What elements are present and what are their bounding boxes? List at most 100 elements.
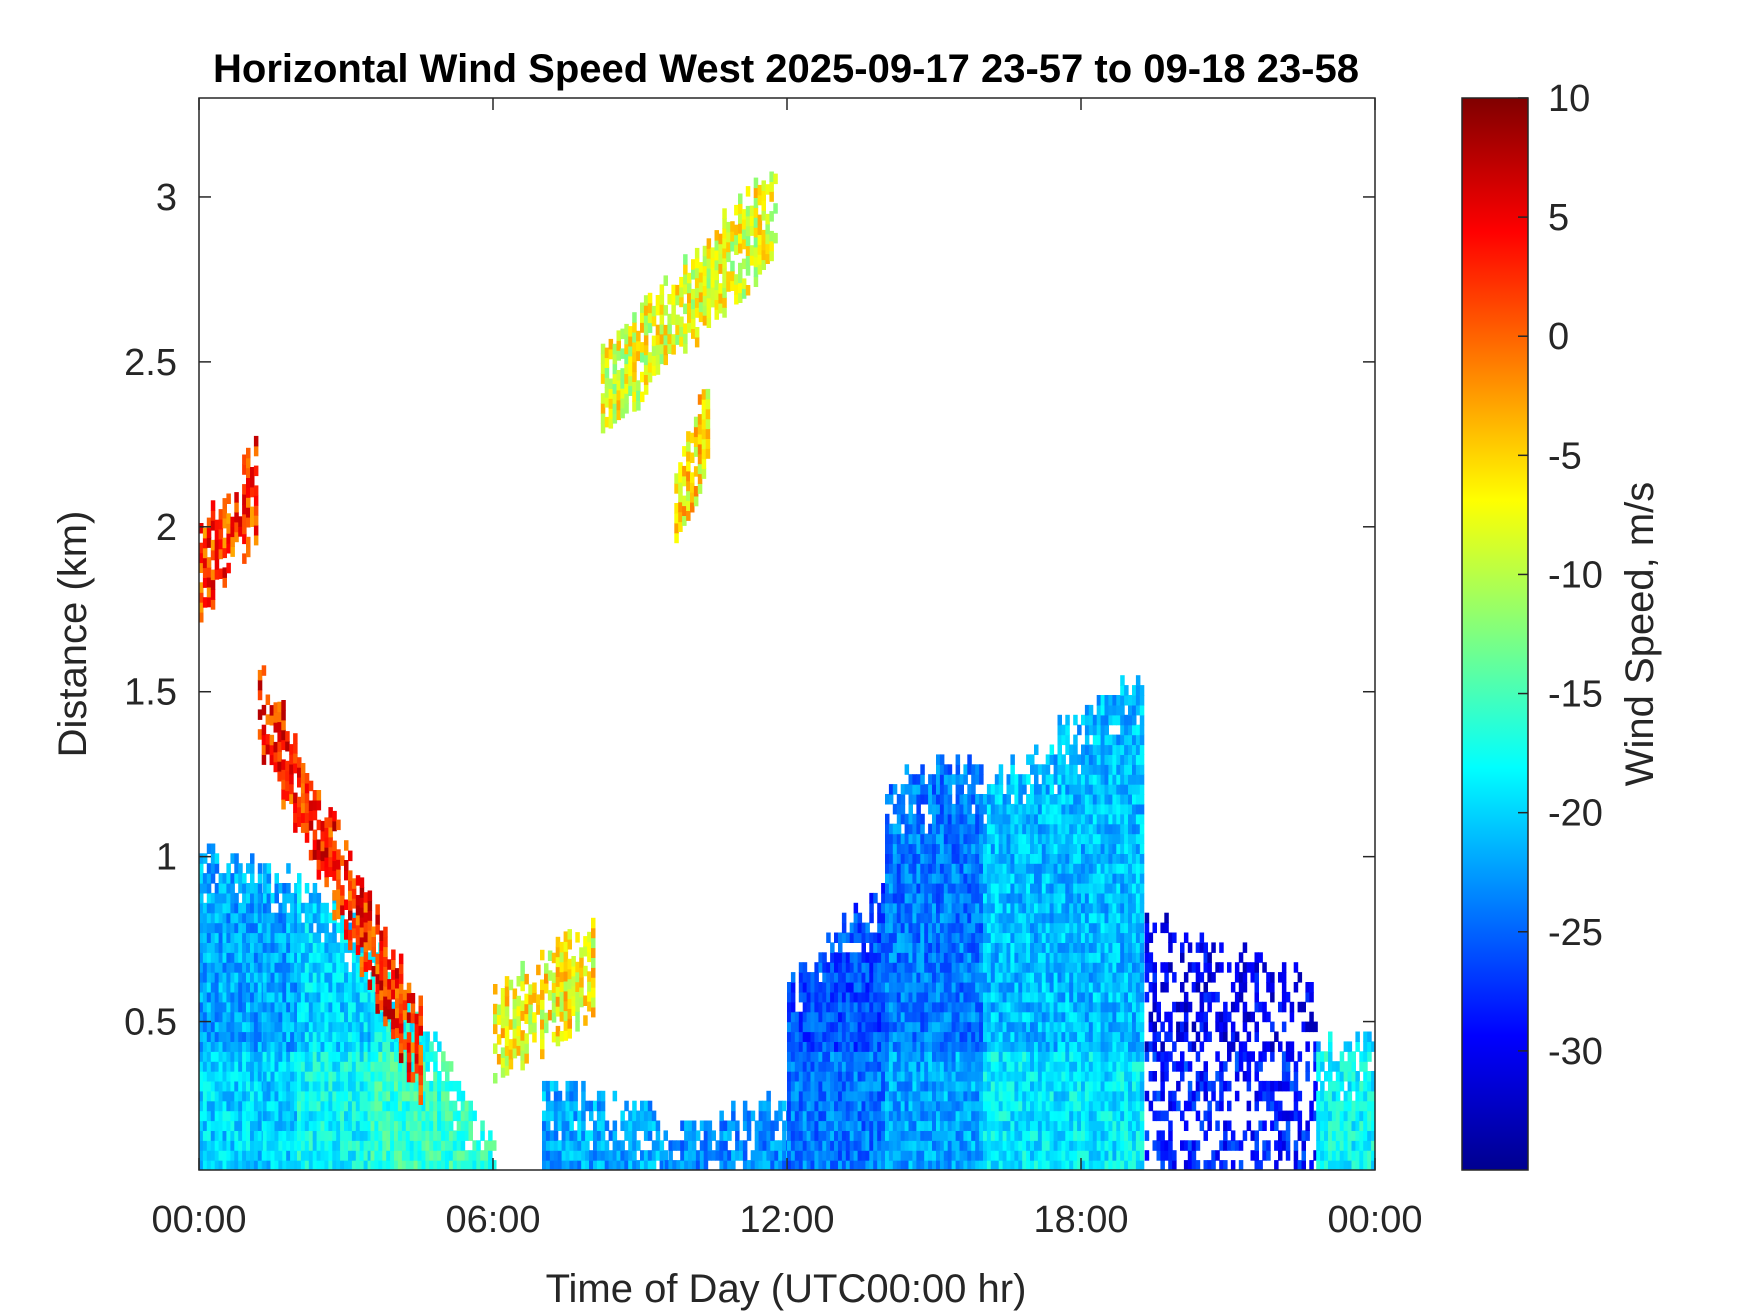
heatmap-cell bbox=[282, 1120, 287, 1131]
heatmap-cell bbox=[234, 873, 239, 884]
heatmap-cell bbox=[1053, 912, 1059, 924]
heatmap-cell bbox=[994, 922, 1000, 934]
heatmap-cell bbox=[1096, 873, 1102, 884]
heatmap-cell bbox=[367, 1100, 373, 1112]
heatmap-cell bbox=[573, 1110, 578, 1122]
heatmap-cell bbox=[370, 1100, 375, 1112]
heatmap-cell bbox=[294, 1110, 299, 1122]
heatmap-cell bbox=[963, 1071, 968, 1082]
heatmap-cell bbox=[790, 1100, 796, 1112]
heatmap-cell bbox=[838, 1120, 843, 1131]
heatmap-cell bbox=[904, 1021, 910, 1033]
heatmap-cell bbox=[986, 1011, 992, 1023]
heatmap-cell bbox=[1053, 883, 1059, 894]
heatmap-cell bbox=[1018, 1140, 1023, 1151]
heatmap-cell bbox=[266, 932, 272, 943]
heatmap-cell bbox=[975, 1110, 980, 1122]
heatmap-cell bbox=[990, 1090, 996, 1102]
heatmap-cell bbox=[774, 1120, 779, 1131]
heatmap-cell bbox=[939, 1100, 945, 1112]
heatmap-cell bbox=[916, 813, 921, 825]
heatmap-cell bbox=[226, 972, 231, 983]
heatmap-cell bbox=[286, 972, 291, 983]
heatmap-cell bbox=[998, 1150, 1004, 1161]
heatmap-cell bbox=[1084, 982, 1090, 993]
heatmap-cell bbox=[581, 1090, 586, 1102]
heatmap-cell bbox=[1002, 912, 1008, 924]
heatmap-cell bbox=[1104, 1150, 1109, 1161]
heatmap-cell bbox=[1069, 1120, 1074, 1131]
heatmap-cell bbox=[300, 982, 306, 993]
heatmap-cell bbox=[355, 1021, 361, 1033]
heatmap-cell bbox=[577, 1130, 582, 1141]
heatmap-cell bbox=[841, 1041, 847, 1052]
heatmap-cell bbox=[849, 1160, 855, 1170]
heatmap-cell bbox=[246, 991, 251, 1003]
heatmap-cell bbox=[1014, 972, 1019, 983]
heatmap-cell bbox=[363, 1110, 369, 1122]
heatmap-cell bbox=[1104, 784, 1109, 795]
heatmap-cell bbox=[257, 972, 263, 983]
heatmap-cell bbox=[822, 952, 827, 963]
heatmap-cell bbox=[290, 1001, 295, 1013]
heatmap-cell bbox=[1108, 972, 1113, 983]
heatmap-cell bbox=[238, 1150, 243, 1161]
heatmap-cell bbox=[230, 873, 235, 884]
heatmap-cell bbox=[798, 972, 804, 983]
heatmap-cell bbox=[1096, 892, 1102, 904]
heatmap-cell bbox=[707, 1140, 713, 1151]
heatmap-cell bbox=[963, 1100, 968, 1112]
heatmap-cell bbox=[1108, 892, 1113, 904]
heatmap-cell bbox=[386, 1130, 391, 1141]
heatmap-cell bbox=[297, 1021, 302, 1033]
heatmap-cell bbox=[363, 1071, 369, 1082]
heatmap-cell bbox=[270, 1130, 275, 1141]
heatmap-cell bbox=[433, 1071, 438, 1082]
heatmap-cell bbox=[869, 1011, 874, 1023]
heatmap-cell bbox=[316, 962, 322, 973]
heatmap-cell bbox=[1077, 1120, 1082, 1131]
heatmap-cell bbox=[920, 912, 925, 924]
heatmap-cell bbox=[1010, 912, 1015, 924]
heatmap-cell bbox=[1041, 1041, 1047, 1052]
heatmap-cell bbox=[1112, 972, 1117, 983]
heatmap-cell bbox=[975, 1120, 980, 1131]
heatmap-cell bbox=[336, 942, 341, 953]
heatmap-cell bbox=[297, 972, 302, 983]
heatmap-cell bbox=[787, 1021, 792, 1033]
heatmap-cell bbox=[1069, 1150, 1074, 1161]
heatmap-cell bbox=[222, 982, 227, 993]
heatmap-cell bbox=[324, 1160, 329, 1170]
heatmap-cell bbox=[278, 1061, 283, 1072]
heatmap-cell bbox=[266, 922, 272, 934]
heatmap-cell bbox=[877, 1080, 882, 1092]
heatmap-cell bbox=[1045, 902, 1051, 914]
heatmap-cell bbox=[1022, 1001, 1027, 1013]
heatmap-cell bbox=[553, 1160, 559, 1170]
heatmap-cell bbox=[230, 1130, 235, 1141]
heatmap-cell bbox=[230, 1140, 235, 1151]
heatmap-cell bbox=[234, 1071, 239, 1082]
heatmap-cell bbox=[959, 1110, 964, 1122]
heatmap-cell bbox=[1037, 764, 1043, 775]
heatmap-cell bbox=[865, 972, 870, 983]
heatmap-cell bbox=[405, 1120, 411, 1131]
heatmap-cell bbox=[928, 1140, 933, 1151]
heatmap-cell bbox=[202, 942, 208, 953]
heatmap-cell bbox=[282, 942, 287, 953]
heatmap-cell bbox=[1108, 912, 1113, 924]
heatmap-cell bbox=[892, 1031, 898, 1042]
heatmap-cell bbox=[1065, 1120, 1070, 1131]
heatmap-cell bbox=[998, 1021, 1004, 1033]
heatmap-cell bbox=[908, 1120, 913, 1131]
heatmap-cell bbox=[818, 952, 823, 963]
heatmap-cell bbox=[1108, 1021, 1113, 1033]
heatmap-cell bbox=[199, 991, 204, 1003]
heatmap-cell bbox=[636, 1110, 641, 1122]
heatmap-cell bbox=[920, 873, 925, 884]
heatmap-cell bbox=[332, 991, 337, 1003]
heatmap-cell bbox=[1002, 823, 1008, 835]
heatmap-cell bbox=[900, 1080, 906, 1092]
heatmap-cell bbox=[885, 942, 890, 953]
heatmap-cell bbox=[963, 902, 968, 914]
